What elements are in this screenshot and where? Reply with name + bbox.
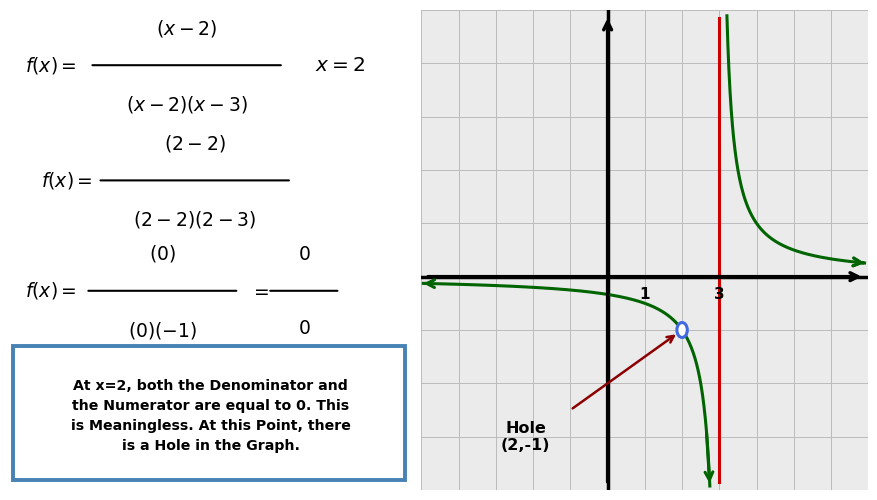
Text: At x=2, both the Denominator and
the Numerator are equal to 0. This
is Meaningle: At x=2, both the Denominator and the Num… <box>71 378 351 452</box>
Text: $x=2$: $x=2$ <box>315 55 365 75</box>
Text: $(x-2)(x-3)$: $(x-2)(x-3)$ <box>125 94 247 115</box>
Text: $=$: $=$ <box>250 282 269 300</box>
Text: 1: 1 <box>639 288 650 302</box>
FancyBboxPatch shape <box>13 346 405 480</box>
Circle shape <box>677 322 688 338</box>
Text: $0$: $0$ <box>297 320 310 338</box>
Text: $(x-2)$: $(x-2)$ <box>156 18 217 39</box>
Text: $0$: $0$ <box>297 246 310 264</box>
Text: $(2-2)$: $(2-2)$ <box>164 133 225 154</box>
Text: 3: 3 <box>714 288 724 302</box>
Text: $(0)(-1)$: $(0)(-1)$ <box>128 320 197 340</box>
Text: $f(x)=$: $f(x)=$ <box>25 280 76 301</box>
Text: $f(x)=$: $f(x)=$ <box>41 170 93 191</box>
Text: $(0)$: $(0)$ <box>149 244 175 264</box>
Text: $(2-2)(2-3)$: $(2-2)(2-3)$ <box>133 209 256 230</box>
Text: $f(x)=$: $f(x)=$ <box>25 54 76 76</box>
Text: Hole
(2,-1): Hole (2,-1) <box>501 420 551 453</box>
